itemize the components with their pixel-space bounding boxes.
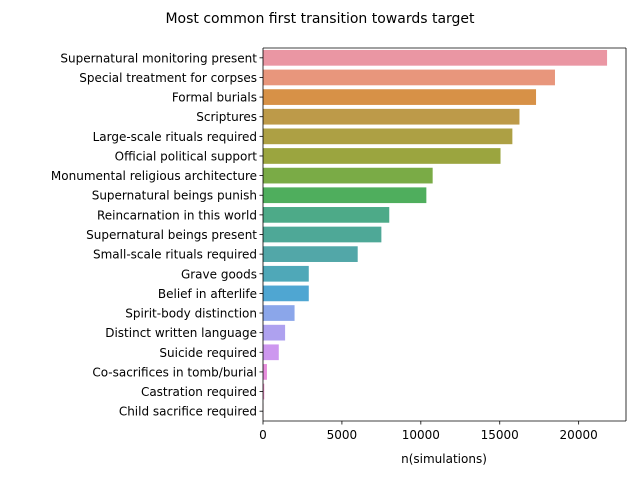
chart-title: Most common first transition towards tar… — [165, 11, 475, 27]
x-ticks: 0 5000 10000 15000 20000 — [259, 421, 598, 442]
bar-6 — [263, 167, 433, 184]
y-tick-label: Co-sacrifices in tomb/burial — [92, 365, 257, 379]
bar-12 — [263, 285, 309, 302]
bar-1 — [263, 69, 555, 86]
y-tick-label: Spirit-body distinction — [125, 307, 257, 321]
x-tick-label: 10000 — [402, 428, 440, 442]
y-tick-label: Scriptures — [196, 110, 257, 124]
bar-10 — [263, 246, 358, 262]
bar-11 — [263, 265, 309, 282]
x-tick-label: 5000 — [327, 428, 358, 442]
bar-5 — [263, 148, 501, 164]
bar-14 — [263, 324, 286, 341]
y-tick-label: Large-scale rituals required — [93, 130, 257, 144]
bar-7 — [263, 187, 427, 204]
bar-15 — [263, 344, 279, 361]
x-tick-label: 20000 — [560, 428, 598, 442]
y-tick-label: Child sacrifice required — [119, 405, 257, 419]
y-tick-label: Supernatural beings present — [86, 228, 257, 242]
y-tick-label: Supernatural monitoring present — [60, 51, 257, 65]
y-tick-label: Distinct written language — [105, 326, 257, 340]
y-tick-label: Reincarnation in this world — [97, 208, 257, 222]
x-tick-label: 15000 — [481, 428, 519, 442]
y-tick-label: Formal burials — [172, 91, 257, 105]
y-tick-label: Supernatural beings punish — [92, 189, 257, 203]
y-tick-label: Monumental religious architecture — [51, 169, 257, 183]
y-tick-label: Special treatment for corpses — [79, 71, 257, 85]
x-axis-label: n(simulations) — [401, 452, 487, 466]
bar-4 — [263, 128, 513, 145]
y-tick-label: Suicide required — [159, 346, 257, 360]
y-tick-labels: Supernatural monitoring present Special t… — [51, 51, 263, 419]
y-tick-label: Belief in afterlife — [158, 287, 257, 301]
bar-3 — [263, 108, 520, 125]
y-tick-label: Official political support — [115, 149, 258, 163]
y-tick-label: Castration required — [141, 385, 257, 399]
y-tick-label: Small-scale rituals required — [93, 248, 257, 262]
bar-8 — [263, 207, 390, 223]
bar-0 — [263, 49, 608, 66]
bar-16 — [263, 364, 267, 380]
x-tick-label: 0 — [259, 428, 267, 442]
y-tick-label: Grave goods — [181, 267, 257, 281]
bar-13 — [263, 305, 295, 321]
bar-2 — [263, 89, 537, 105]
bar-17 — [263, 383, 265, 400]
bars-group — [263, 49, 608, 420]
bar-9 — [263, 226, 382, 243]
